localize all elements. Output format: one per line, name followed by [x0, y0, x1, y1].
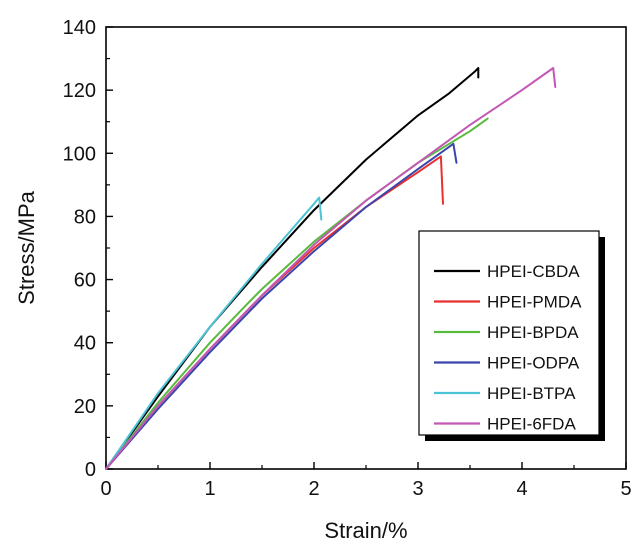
y-tick-label: 60 [74, 270, 96, 292]
x-tick-label: 0 [100, 478, 111, 500]
legend-label: HPEI-BTPA [487, 384, 576, 403]
y-tick-label: 120 [63, 80, 96, 102]
legend-label: HPEI-PMDA [487, 293, 582, 312]
series-lines [105, 67, 557, 470]
y-tick-label: 140 [63, 17, 96, 39]
x-tick-label: 5 [620, 478, 631, 500]
y-tick-label: 0 [85, 459, 96, 481]
y-tick-label: 20 [74, 396, 96, 418]
x-tick-label: 2 [308, 478, 319, 500]
legend-label: HPEI-BPDA [487, 323, 579, 342]
x-tick-label: 3 [412, 478, 423, 500]
x-tick-label: 1 [204, 478, 215, 500]
series-line-hpei-6fda [105, 67, 557, 470]
series-line-hpei-btpa [105, 196, 323, 470]
series-line-hpei-odpa [105, 142, 458, 470]
x-axis-title: Strain/% [324, 518, 407, 543]
legend-label: HPEI-ODPA [487, 354, 580, 373]
y-tick-label: 100 [63, 143, 96, 165]
legend-label: HPEI-CBDA [487, 262, 580, 281]
y-tick-label: 40 [74, 333, 96, 355]
y-axis-title: Stress/MPa [14, 190, 39, 304]
x-tick-label: 4 [516, 478, 527, 500]
legend-label: HPEI-6FDA [487, 415, 576, 434]
y-tick-label: 80 [74, 206, 96, 228]
series-line-hpei-bpda [105, 117, 489, 470]
legend: HPEI-CBDA HPEI-PMDA HPEI-BPDA HPEI-ODPA HPEI… [418, 230, 605, 441]
axis-ticks: 0 1 2 3 4 5 0 20 40 60 80 100 120 140 [63, 17, 632, 500]
series-line-hpei-pmda [105, 155, 444, 470]
